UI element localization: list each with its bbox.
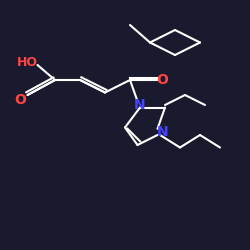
Text: N: N (157, 126, 168, 140)
Text: O: O (14, 93, 26, 107)
Text: N: N (134, 98, 146, 112)
Text: HO: HO (17, 56, 38, 69)
Text: O: O (156, 73, 168, 87)
